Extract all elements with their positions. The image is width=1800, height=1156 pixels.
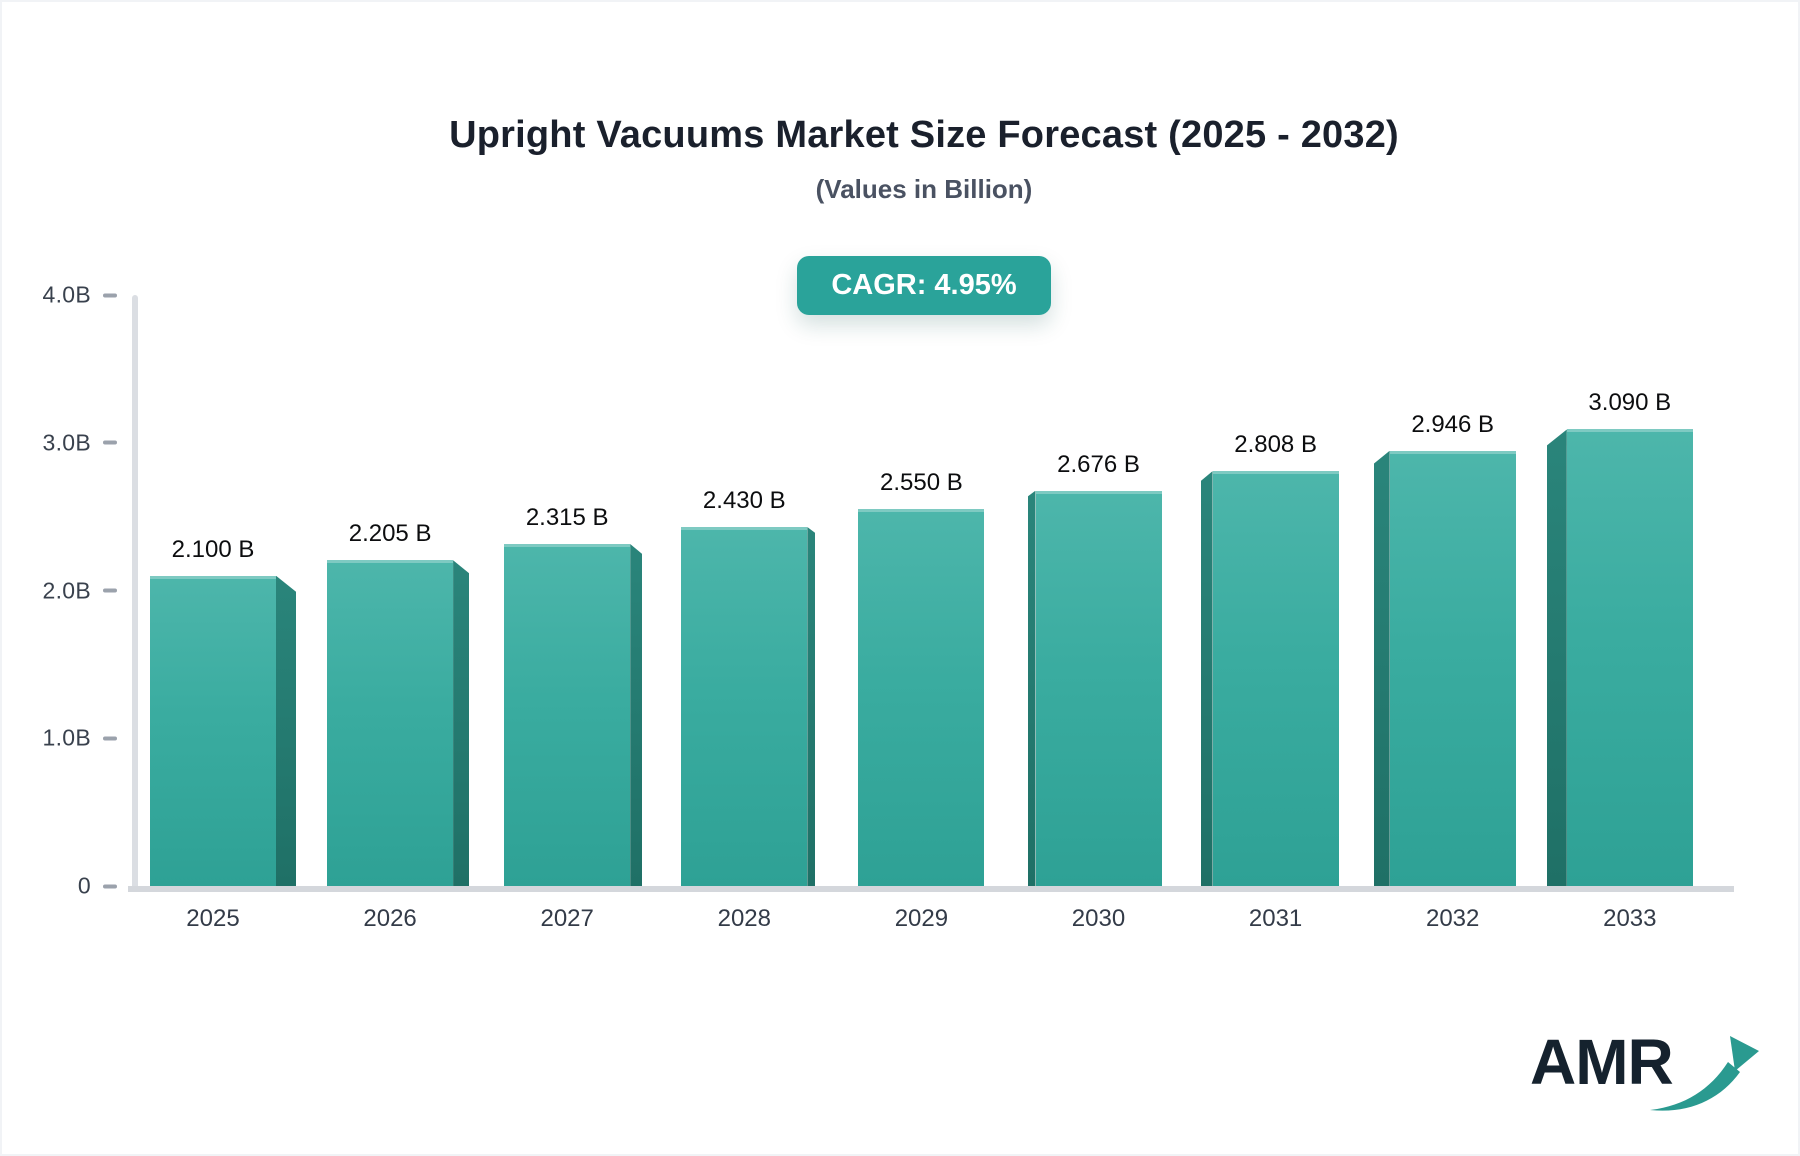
bar-value-label: 3.090 B xyxy=(1588,389,1672,417)
bar-top-highlight xyxy=(1035,490,1162,494)
x-axis-label: 2028 xyxy=(717,905,771,932)
bar-value-label: 2.430 B xyxy=(702,486,786,514)
bar xyxy=(327,560,454,886)
bar xyxy=(1212,471,1339,886)
y-tick-mark xyxy=(103,588,117,593)
y-axis-tick: 1.0B xyxy=(21,725,117,752)
bar-top-highlight xyxy=(504,543,631,547)
y-axis-tick: 4.0B xyxy=(21,282,117,309)
bar-top-highlight xyxy=(858,509,985,513)
y-tick-mark xyxy=(103,440,117,445)
y-axis-tick: 0 xyxy=(21,873,117,900)
plot-area: 0 1.0B 2.0B 3.0B 4.0B 2.100 B 2025 2.205 B 2026 2… xyxy=(42,282,1734,932)
amr-logo-text: AMR xyxy=(1530,1026,1674,1098)
cagr-badge: CAGR: 4.95% xyxy=(797,256,1051,315)
bar-top-highlight xyxy=(327,560,454,564)
bar xyxy=(1566,429,1693,886)
y-tick-label: 3.0B xyxy=(42,429,91,456)
bar-value-label: 2.315 B xyxy=(525,503,609,531)
y-tick-mark xyxy=(103,884,117,888)
bar-top-highlight xyxy=(1212,471,1339,475)
y-tick-mark xyxy=(103,736,117,741)
bar-top-highlight xyxy=(150,575,276,579)
badge-row: CAGR: 4.95% xyxy=(50,256,1798,315)
x-axis-label: 2029 xyxy=(894,905,949,932)
bar-3d-side xyxy=(1373,450,1390,886)
bar-value-label: 2.100 B xyxy=(171,535,255,563)
bar xyxy=(504,543,631,886)
bar-3d-side xyxy=(276,575,296,886)
x-axis-label: 2026 xyxy=(363,905,417,932)
bar-value-label: 2.676 B xyxy=(1057,450,1140,478)
y-axis-line xyxy=(132,295,138,889)
y-tick-mark xyxy=(103,293,117,297)
bar-3d-side xyxy=(807,526,816,886)
growth-arrow-icon xyxy=(1650,1036,1759,1111)
y-tick-label: 2.0B xyxy=(42,577,91,603)
bar-top-highlight xyxy=(1389,450,1516,454)
x-axis-label: 2033 xyxy=(1603,905,1657,932)
x-axis-label: 2030 xyxy=(1071,905,1126,932)
bar-top-highlight xyxy=(681,526,808,530)
y-axis-tick: 2.0B xyxy=(21,577,117,604)
bar-3d-side xyxy=(1546,429,1567,886)
page-subtitle: (Values in Billion) xyxy=(815,174,1033,204)
y-tick-label: 0 xyxy=(77,872,91,899)
bar-3d-side xyxy=(453,560,470,886)
bar-value-label: 2.808 B xyxy=(1234,431,1317,459)
bar-value-label: 2.205 B xyxy=(348,520,432,548)
page-title: Upright Vacuums Market Size Forecast (20… xyxy=(449,114,1399,156)
y-axis-tick: 3.0B xyxy=(21,429,117,456)
x-axis-label: 2031 xyxy=(1248,905,1303,932)
y-tick-label: 1.0B xyxy=(42,724,91,751)
bar xyxy=(1035,490,1162,886)
bar xyxy=(150,575,276,886)
x-axis-label: 2032 xyxy=(1425,905,1480,932)
bar-top-highlight xyxy=(1566,429,1693,433)
bar-3d-side xyxy=(630,543,643,886)
x-axis-label: 2027 xyxy=(540,905,594,932)
y-tick-label: 4.0B xyxy=(42,281,91,308)
bar xyxy=(681,526,808,886)
bar-3d-side xyxy=(1027,490,1036,886)
x-axis-label: 2025 xyxy=(186,905,240,932)
bar-3d-side xyxy=(1200,471,1213,886)
bar xyxy=(1389,450,1516,886)
amr-logo: AMR xyxy=(1530,1030,1759,1120)
bar xyxy=(858,509,985,886)
x-axis-baseline xyxy=(128,886,1734,892)
bar-value-label: 2.946 B xyxy=(1411,410,1495,438)
bar-value-label: 2.550 B xyxy=(880,469,963,497)
